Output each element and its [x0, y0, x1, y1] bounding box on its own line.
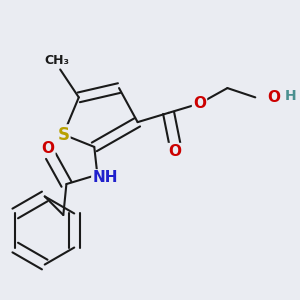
Text: O: O [168, 144, 181, 159]
Text: CH₃: CH₃ [45, 54, 70, 67]
Text: H: H [285, 89, 297, 103]
Text: NH: NH [92, 170, 118, 185]
Text: O: O [41, 141, 54, 156]
Text: O: O [193, 96, 206, 111]
Text: O: O [267, 90, 280, 105]
Text: S: S [57, 125, 69, 143]
